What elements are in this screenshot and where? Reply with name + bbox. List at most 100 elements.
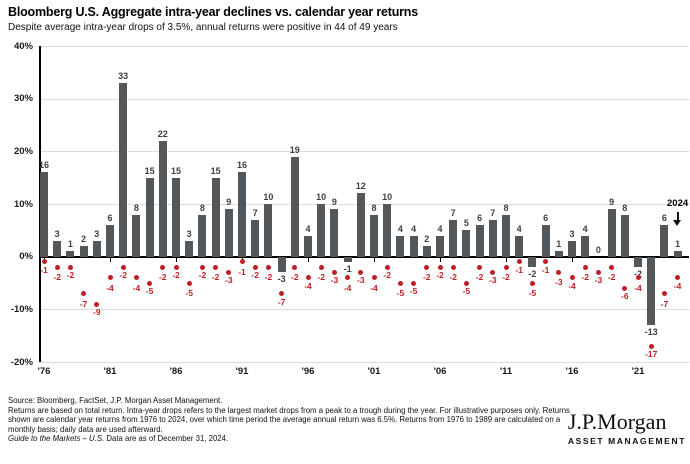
decline-dot (199, 264, 205, 270)
bar (198, 214, 207, 257)
bar-value-label: 3 (94, 228, 100, 239)
bar-value-label: 10 (382, 192, 393, 202)
bar-value-label: 6 (107, 213, 113, 224)
bar (620, 214, 629, 257)
decline-dot (411, 280, 417, 286)
x-axis-tick (374, 257, 375, 262)
bar-value-label: 16 (38, 160, 49, 171)
decline-dot (569, 275, 575, 281)
bar (541, 225, 550, 257)
bar (634, 256, 642, 268)
decline-value-label: -3 (489, 275, 497, 286)
decline-dot (133, 275, 139, 281)
decline-dot (503, 264, 509, 270)
decline-value-label: -5 (462, 286, 471, 296)
bar (568, 240, 576, 257)
bar (488, 219, 497, 257)
bar-value-label: 0 (595, 244, 601, 255)
bar (40, 172, 48, 257)
decline-value-label: -3 (555, 277, 563, 288)
bar (106, 225, 114, 257)
bar-value-label: 33 (118, 70, 129, 81)
gtm-date: Data are as of December 31, 2024. (104, 434, 229, 444)
decline-value-label: -2 (607, 272, 616, 283)
bar-value-label: 1 (556, 239, 562, 250)
decline-dot (556, 269, 562, 275)
decline-dot (463, 280, 469, 286)
bar-value-label: 15 (210, 165, 221, 176)
decline-dot (437, 264, 443, 270)
y-axis-label: -20% (10, 356, 33, 368)
decline-value-label: -1 (238, 266, 246, 277)
decline-value-label: -2 (502, 272, 510, 283)
decline-dot (358, 269, 364, 275)
bar (264, 204, 273, 257)
x-axis-tick (440, 257, 441, 262)
bar-value-label: 10 (316, 192, 327, 202)
decline-dot (305, 275, 311, 281)
decline-value-label: -7 (277, 296, 286, 307)
decline-value-label: -2 (53, 272, 61, 283)
bar-value-label: 22 (157, 128, 168, 139)
decline-dot (397, 280, 403, 286)
decline-dot (609, 264, 615, 270)
bar-value-label: 8 (199, 202, 205, 213)
annotation-2024-label: 2024 (667, 198, 689, 209)
decline-value-label: -2 (119, 270, 127, 281)
bar-value-label: 4 (411, 223, 417, 234)
bar-value-label: 2 (81, 234, 87, 245)
bar (383, 204, 392, 257)
bar-value-label: 8 (622, 202, 628, 213)
bar-value-label: 7 (252, 207, 258, 218)
bar (422, 246, 431, 257)
decline-value-label: -3 (330, 275, 339, 286)
bar-value-label: -1 (343, 263, 352, 274)
footnote: Source: Bloomberg, FactSet, J.P. Morgan … (8, 396, 582, 444)
decline-dot (147, 280, 153, 286)
bar-value-label: 4 (397, 223, 403, 234)
decline-value-label: -2 (159, 272, 167, 283)
bar (132, 214, 141, 257)
decline-value-label: -5 (409, 286, 418, 296)
decline-value-label: -2 (172, 270, 180, 281)
bar-value-label: 7 (450, 207, 456, 218)
bar-value-label: 9 (609, 197, 615, 208)
decline-value-label: -2 (211, 272, 220, 283)
decline-dot (81, 291, 87, 297)
x-axis-tick (572, 257, 573, 262)
division-name: ASSET MANAGEMENT (567, 436, 686, 446)
decline-dot (516, 259, 522, 265)
gridline (39, 309, 689, 311)
footer-source: Source: Bloomberg, FactSet, J.P. Morgan … (8, 396, 223, 405)
bar (396, 235, 405, 257)
decline-dot (265, 264, 271, 270)
bar-value-label: 19 (289, 144, 300, 155)
page-subtitle: Despite average intra-year drops of 3.5%… (8, 22, 398, 33)
x-axis-label: '81 (103, 366, 117, 377)
decline-dot (595, 269, 601, 275)
bar (251, 219, 260, 257)
bar (158, 140, 167, 257)
x-axis-tick (308, 257, 309, 262)
bar (172, 177, 180, 257)
decline-value-label: -1 (541, 264, 550, 275)
bar (304, 235, 312, 257)
decline-dot (186, 280, 192, 286)
decline-dot (582, 264, 588, 270)
bar-value-label: 8 (371, 202, 377, 213)
bar (185, 240, 194, 257)
bar-value-label: 15 (170, 165, 181, 176)
decline-value-label: -5 (396, 288, 405, 298)
decline-value-label: -1 (40, 264, 48, 275)
bar (673, 251, 682, 257)
decline-value-label: -5 (145, 286, 154, 296)
decline-value-label: -2 (383, 270, 391, 281)
bar (211, 177, 220, 257)
x-axis-tick (506, 257, 507, 262)
bar-value-label: 8 (503, 202, 509, 213)
decline-dot (41, 259, 47, 265)
bar-value-label: 12 (355, 181, 366, 192)
bar (79, 246, 88, 257)
decline-dot (675, 275, 681, 281)
decline-dot (384, 264, 390, 270)
